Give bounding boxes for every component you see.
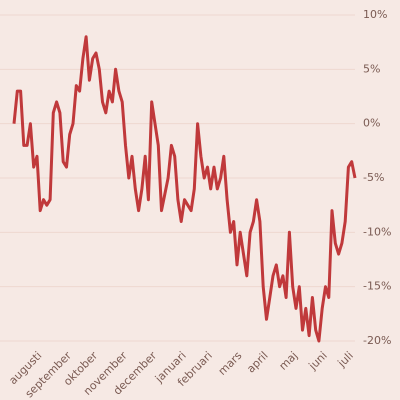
x-tick-label: maj: [277, 349, 301, 373]
y-tick-label: -15%: [363, 280, 391, 293]
x-tick-label: juni: [306, 349, 330, 373]
line: [12, 35, 357, 343]
y-tick-label: -20%: [363, 334, 391, 347]
y-tick-label: -5%: [363, 171, 384, 184]
x-tick-label: juli: [335, 349, 356, 370]
x-tick-label: mars: [216, 349, 245, 378]
y-tick-label: 5%: [363, 62, 380, 75]
x-tick-label: april: [244, 349, 270, 375]
y-tick-label: 0%: [363, 117, 380, 130]
y-tick-label: -10%: [363, 225, 391, 238]
y-tick-label: 10%: [363, 8, 387, 21]
